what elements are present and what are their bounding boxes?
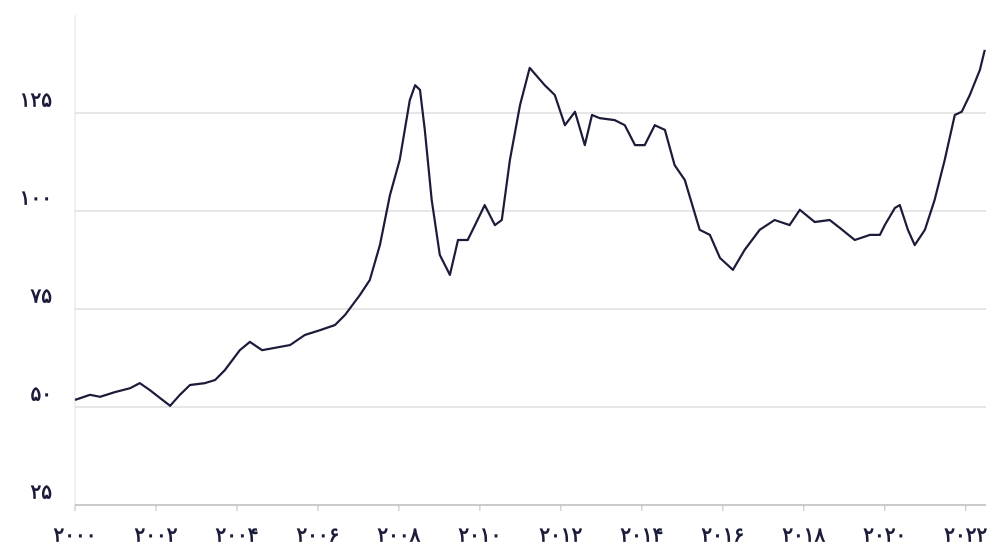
x-tick-label: ۲۰۱۰ (458, 523, 501, 547)
x-tick-label: ۲۰۱۸ (782, 523, 825, 547)
x-tick-label: ۲۰۲۰ (863, 523, 906, 547)
y-tick-label: ۷۵ (30, 284, 53, 308)
data-line (74, 49, 986, 407)
x-tick-label: ۲۰۱۴ (620, 523, 663, 547)
x-tick-label: ۲۰۰۲ (134, 523, 177, 547)
x-tick-label: ۲۰۲۲ (944, 523, 987, 547)
x-tick-label: ۲۰۱۶ (701, 523, 744, 547)
x-tick-label: ۲۰۰۴ (215, 523, 258, 547)
x-tick-label: ۲۰۰۸ (377, 523, 420, 547)
x-tick-label: ۲۰۰۰ (54, 523, 97, 547)
y-tick-label: ۱۲۵ (20, 88, 52, 112)
x-tick-label: ۲۰۱۲ (539, 523, 582, 547)
y-tick-label: ۵۰ (31, 382, 52, 406)
x-tick-label: ۲۰۰۶ (296, 523, 339, 547)
y-tick-label: ۲۵ (31, 480, 53, 504)
y-tick-label: ۱۰۰ (20, 186, 52, 210)
